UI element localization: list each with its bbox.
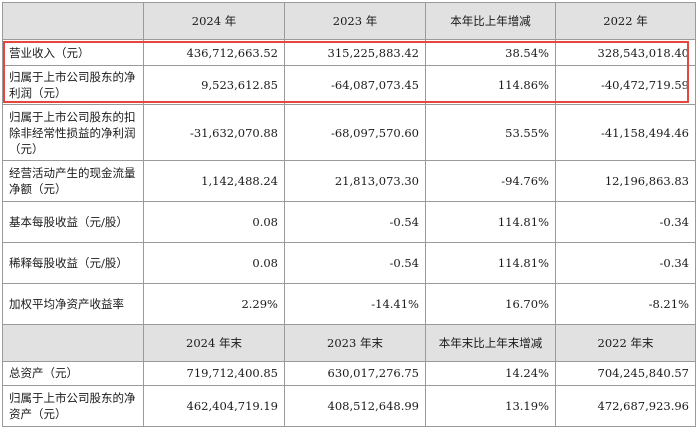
value-cell: -0.34 bbox=[555, 242, 696, 284]
value-cell: 53.55% bbox=[425, 104, 556, 162]
row-label: 营业收入（元） bbox=[2, 38, 144, 67]
financial-summary-table: 2024 年 2023 年 本年比上年增减 2022 年 营业收入（元） 436… bbox=[2, 2, 696, 427]
row-label: 归属于上市公司股东的净利润（元） bbox=[2, 65, 144, 106]
value-cell: 16.70% bbox=[425, 282, 556, 325]
header-row: 2024 年 2023 年 本年比上年增减 2022 年 bbox=[2, 2, 696, 40]
row-label: 基本每股收益（元/股） bbox=[2, 201, 144, 244]
value-cell: 408,512,648.99 bbox=[284, 385, 426, 427]
row-label: 归属于上市公司股东的扣除非经常性损益的净利润（元） bbox=[2, 104, 144, 162]
value-cell: 9,523,612.85 bbox=[143, 65, 285, 106]
value-cell: -94.76% bbox=[425, 160, 556, 203]
table-row: 基本每股收益（元/股） 0.08 -0.54 114.81% -0.34 bbox=[2, 201, 696, 244]
value-cell: 114.86% bbox=[425, 65, 556, 106]
header-cell: 2024 年末 bbox=[143, 323, 285, 362]
row-label: 稀释每股收益（元/股） bbox=[2, 242, 144, 284]
header-cell bbox=[2, 323, 144, 362]
header-cell: 2023 年末 bbox=[284, 323, 426, 362]
header-cell: 2024 年 bbox=[143, 2, 285, 40]
value-cell: 462,404,719.19 bbox=[143, 385, 285, 427]
table-row: 总资产（元） 719,712,400.85 630,017,276.75 14.… bbox=[2, 360, 696, 387]
header-cell: 2022 年 bbox=[555, 2, 696, 40]
value-cell: -8.21% bbox=[555, 282, 696, 325]
header-cell: 2022 年末 bbox=[555, 323, 696, 362]
value-cell: 0.08 bbox=[143, 201, 285, 244]
value-cell: 0.08 bbox=[143, 242, 285, 284]
header-cell: 本年比上年增减 bbox=[425, 2, 556, 40]
header-cell: 2023 年 bbox=[284, 2, 426, 40]
table-row: 归属于上市公司股东的扣除非经常性损益的净利润（元） -31,632,070.88… bbox=[2, 104, 696, 162]
table-row: 营业收入（元） 436,712,663.52 315,225,883.42 38… bbox=[2, 38, 696, 67]
value-cell: 328,543,018.40 bbox=[555, 38, 696, 67]
table-row: 归属于上市公司股东的净资产（元） 462,404,719.19 408,512,… bbox=[2, 385, 696, 427]
row-label: 归属于上市公司股东的净资产（元） bbox=[2, 385, 144, 427]
table-row: 经营活动产生的现金流量净额（元） 1,142,488.24 21,813,073… bbox=[2, 160, 696, 203]
row-label: 总资产（元） bbox=[2, 360, 144, 387]
value-cell: -0.54 bbox=[284, 242, 426, 284]
row-label: 加权平均净资产收益率 bbox=[2, 282, 144, 325]
value-cell: -0.54 bbox=[284, 201, 426, 244]
value-cell: 1,142,488.24 bbox=[143, 160, 285, 203]
value-cell: 38.54% bbox=[425, 38, 556, 67]
value-cell: -31,632,070.88 bbox=[143, 104, 285, 162]
value-cell: 12,196,863.83 bbox=[555, 160, 696, 203]
value-cell: -64,087,073.45 bbox=[284, 65, 426, 106]
table-row: 归属于上市公司股东的净利润（元） 9,523,612.85 -64,087,07… bbox=[2, 65, 696, 106]
value-cell: 315,225,883.42 bbox=[284, 38, 426, 67]
value-cell: 21,813,073.30 bbox=[284, 160, 426, 203]
row-label: 经营活动产生的现金流量净额（元） bbox=[2, 160, 144, 203]
table-row: 加权平均净资产收益率 2.29% -14.41% 16.70% -8.21% bbox=[2, 282, 696, 325]
value-cell: 436,712,663.52 bbox=[143, 38, 285, 67]
table-row: 稀释每股收益（元/股） 0.08 -0.54 114.81% -0.34 bbox=[2, 242, 696, 284]
value-cell: -41,158,494.46 bbox=[555, 104, 696, 162]
value-cell: 719,712,400.85 bbox=[143, 360, 285, 387]
value-cell: 114.81% bbox=[425, 201, 556, 244]
header-cell: 本年末比上年末增减 bbox=[425, 323, 556, 362]
value-cell: 472,687,923.96 bbox=[555, 385, 696, 427]
value-cell: -14.41% bbox=[284, 282, 426, 325]
header-cell bbox=[2, 2, 144, 40]
value-cell: -40,472,719.59 bbox=[555, 65, 696, 106]
value-cell: 630,017,276.75 bbox=[284, 360, 426, 387]
value-cell: -0.34 bbox=[555, 201, 696, 244]
value-cell: 14.24% bbox=[425, 360, 556, 387]
header-row-year-end: 2024 年末 2023 年末 本年末比上年末增减 2022 年末 bbox=[2, 323, 696, 362]
value-cell: 114.81% bbox=[425, 242, 556, 284]
value-cell: 704,245,840.57 bbox=[555, 360, 696, 387]
value-cell: -68,097,570.60 bbox=[284, 104, 426, 162]
value-cell: 13.19% bbox=[425, 385, 556, 427]
value-cell: 2.29% bbox=[143, 282, 285, 325]
